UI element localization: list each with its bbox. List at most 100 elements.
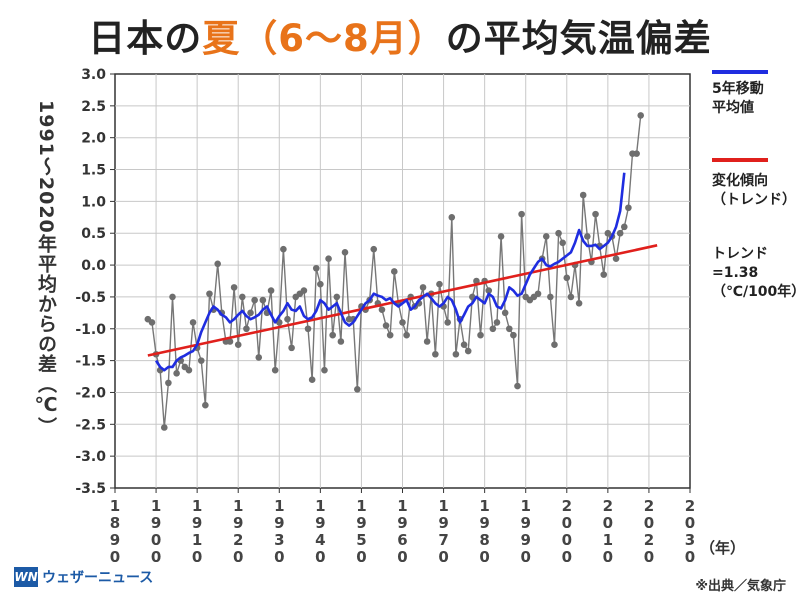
annual-anomaly-point [206,290,213,298]
annual-anomaly-point [288,344,295,352]
moving-average-line [154,172,626,372]
annual-anomaly-point [325,255,332,263]
annual-anomaly-point [230,284,238,291]
annual-anomaly-point [477,331,484,339]
annual-anomaly-point [436,280,443,288]
y-tick-label: 0.5 [81,226,106,242]
annual-anomaly-point [337,338,345,345]
annual-anomaly-point [354,385,361,393]
annual-anomaly-point [547,293,554,301]
trend-value-label: トレンド =1.38 （℃/100年） [712,246,800,300]
y-tick-label: -1.0 [75,322,106,338]
annual-anomaly-point [493,319,501,326]
annual-anomaly-point [444,319,451,326]
annual-anomaly-point [308,376,316,384]
annual-anomaly-point [460,341,468,348]
weathernews-logo: WN ウェザーニュース [14,567,153,587]
annual-anomaly-point [189,319,197,326]
annual-anomaly-point [579,191,587,199]
annual-anomaly-point [592,210,599,218]
annual-anomaly-point [485,287,493,294]
annual-anomaly-point [403,331,410,339]
annual-anomaly-point [563,274,571,282]
annual-anomaly-point [247,309,254,317]
annual-anomaly-point [202,401,209,409]
annual-anomaly-point [284,315,291,323]
annual-anomaly-point [312,264,320,272]
annual-anomaly-point [432,350,439,358]
annual-anomaly-point [243,325,250,333]
annual-anomaly-point [497,233,505,240]
annual-anomaly-point [419,284,427,291]
annual-anomaly-point [473,277,480,285]
annual-anomaly-point [600,271,608,278]
annual-anomaly-point [239,293,246,301]
annual-anomaly-point [399,319,406,326]
y-tick-label: 2.5 [81,99,106,115]
annual-anomaly-point [575,299,583,307]
y-tick-label: 0.0 [81,258,106,274]
annual-anomaly-point [160,424,168,431]
annual-anomaly-point [255,354,263,361]
annual-anomaly-point [386,331,394,339]
annual-anomaly-point [620,223,628,231]
y-tick-label: -2.0 [75,385,106,401]
annual-anomaly-point [542,233,550,240]
annual-anomaly-point [226,338,234,345]
annual-anomaly-point [448,214,456,221]
annual-anomaly-point [280,245,287,253]
annual-anomaly-point [559,239,566,247]
source-note: ※出典／気象庁 [695,579,786,594]
page-title: 日本の夏（6～8月）の平均気温偏差 [88,17,712,60]
annual-anomaly-point [464,347,472,355]
annual-anomaly-point [452,350,460,358]
annual-anomaly-point [489,325,497,333]
annual-anomaly-point [551,341,558,348]
annual-anomaly-point [514,382,521,390]
annual-anomaly-point [251,296,258,304]
y-tick-label: 1.0 [81,194,106,210]
legend-moving-avg-line [712,70,768,74]
annual-anomaly-point [300,287,308,294]
annual-anomaly-point [505,325,513,333]
annual-anomaly-point [501,309,509,317]
annual-anomaly-point [390,268,398,275]
annual-anomaly-point [197,357,205,364]
annual-anomaly-point [185,366,193,374]
y-tick-label: -3.5 [75,481,106,497]
legend-moving-avg-label: 5年移動 平均値 [712,81,764,116]
annual-anomaly-point [612,255,620,263]
x-axis-unit-label: （年） [700,539,746,557]
annual-anomaly-point [317,280,324,288]
annual-anomaly-point [271,366,279,374]
annual-anomaly-point [423,338,431,345]
annual-anomaly-point [259,296,267,304]
annual-anomaly-point [382,322,390,329]
y-tick-label: -1.5 [75,354,106,370]
annual-anomaly-point [304,325,312,333]
annual-anomaly-point [510,331,517,339]
annual-anomaly-point [214,260,221,268]
annual-anomaly-point [378,306,386,313]
annual-anomaly-point [321,366,328,374]
annual-anomaly-point [616,229,624,237]
logo-mark-icon: WN [14,567,38,587]
annual-anomaly-point [173,370,180,377]
annual-anomaly-point [267,287,275,294]
y-axis-label: 1991～2020年平均からの差（℃） [35,100,57,437]
y-tick-label: 3.0 [81,67,106,83]
annual-anomaly-point [625,204,632,212]
annual-anomaly-point [567,293,575,301]
annual-anomaly-point [370,245,378,253]
